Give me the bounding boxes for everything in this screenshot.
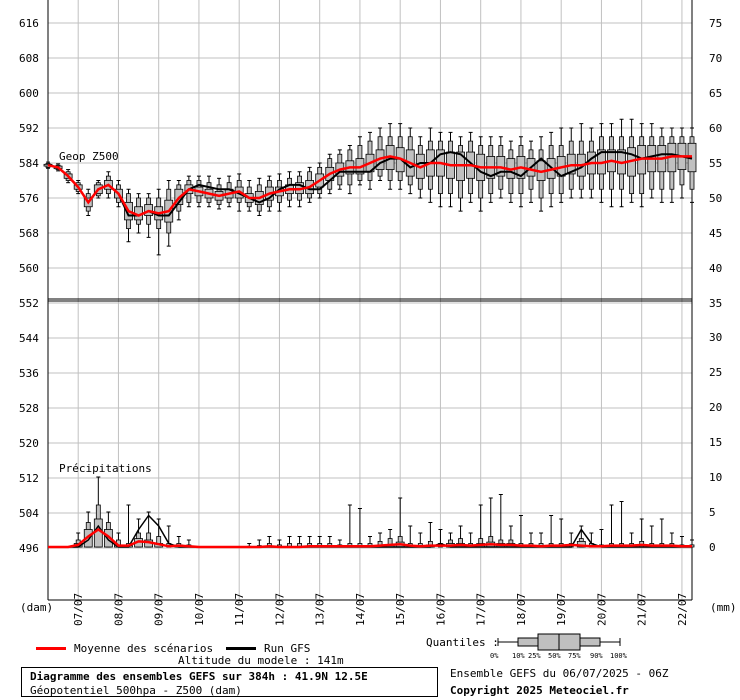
precip-mean-line (48, 527, 692, 549)
axes (47, 0, 693, 601)
right-tick-label: 75 (709, 17, 722, 30)
chart-subtitle: Géopotentiel 500hpa - Z500 (dam) (30, 684, 242, 697)
precip-label: Précipitations (59, 462, 152, 475)
right-tick-label: 60 (709, 122, 722, 135)
left-tick-label: 512 (19, 472, 39, 485)
series-lines (47, 151, 693, 549)
precip-box-75 (93, 518, 103, 548)
quantiles-label: Quantiles : (426, 636, 499, 649)
geop-label: Geop Z500 (59, 150, 119, 163)
left-tick-label: 608 (19, 52, 39, 65)
left-tick-label: 616 (19, 17, 39, 30)
left-tick-label: 592 (19, 122, 39, 135)
left-tick-label: 584 (19, 157, 39, 170)
geop-mean-line (47, 155, 692, 217)
left-tick-label: 528 (19, 402, 39, 415)
left-tick-label: 520 (19, 437, 39, 450)
x-tick-label: 14/07 (354, 593, 367, 626)
precip-box-75 (103, 529, 113, 548)
x-tick-label: 20/07 (595, 593, 608, 626)
x-tick-label: 13/07 (314, 593, 327, 626)
right-tick-label: 20 (709, 401, 722, 414)
left-tick-label: 552 (19, 297, 39, 310)
left-tick-label: 504 (19, 507, 39, 520)
x-tick-label: 19/07 (555, 593, 568, 626)
quantile-tick-label: 100% (610, 652, 627, 660)
x-tick-label: 21/07 (636, 593, 649, 626)
legend-gfs-swatch (226, 647, 256, 650)
x-tick-label: 22/07 (676, 593, 689, 626)
x-tick-label: 15/07 (394, 593, 407, 626)
right-tick-label: 10 (709, 471, 722, 484)
xlabel-right: (mm) (710, 601, 737, 614)
right-tick-label: 40 (709, 262, 722, 275)
left-tick-label: 600 (19, 87, 39, 100)
right-tick-label: 30 (709, 331, 722, 344)
quantile-tick-label: 90% (590, 652, 603, 660)
x-tick-label: 09/07 (153, 593, 166, 626)
right-tick-label: 25 (709, 366, 722, 379)
quantile-tick-label: 0% (490, 652, 499, 660)
right-tick-label: 35 (709, 297, 722, 310)
left-tick-label: 560 (19, 262, 39, 275)
quantile-tick-label: 50% (548, 652, 561, 660)
left-tick-label: 576 (19, 192, 39, 205)
legend-gfs-label: Run GFS (264, 642, 311, 655)
x-tick-label: 08/07 (112, 593, 125, 626)
x-tick-label: 07/07 (72, 593, 85, 626)
title-box: Diagramme des ensembles GEFS sur 384h : … (21, 667, 438, 697)
xlabel-left: (dam) (20, 601, 53, 614)
chart-title: Diagramme des ensembles GEFS sur 384h : … (30, 670, 368, 683)
x-tick-label: 12/07 (273, 593, 286, 626)
right-tick-label: 45 (709, 227, 722, 240)
legend-mean-swatch (36, 647, 66, 650)
geop-boxes (43, 118, 697, 256)
left-tick-label: 568 (19, 227, 39, 240)
left-tick-label: 536 (19, 367, 39, 380)
quantile-tick-label: 10% (512, 652, 525, 660)
right-tick-label: 70 (709, 52, 722, 65)
x-tick-label: 18/07 (515, 593, 528, 626)
x-tick-label: 17/07 (475, 593, 488, 626)
quantiles-legend-icon (497, 633, 621, 651)
tick-labels: 6166086005925845765685605525445365285205… (19, 17, 722, 626)
x-tick-label: 11/07 (233, 593, 246, 626)
right-tick-label: 15 (709, 436, 722, 449)
right-tick-label: 55 (709, 157, 722, 170)
grid (48, 0, 692, 600)
right-tick-label: 50 (709, 192, 722, 205)
right-tick-label: 0 (709, 541, 716, 554)
quantile-tick-label: 25% (528, 652, 541, 660)
quantile-tick-label: 75% (568, 652, 581, 660)
left-tick-label: 496 (19, 542, 39, 555)
x-tick-label: 16/07 (434, 593, 447, 626)
right-tick-label: 65 (709, 87, 722, 100)
ensemble-text: Ensemble GEFS du 06/07/2025 - 06Z (450, 667, 669, 680)
right-tick-label: 5 (709, 506, 716, 519)
footer: Moyenne des scénarios Run GFS Altitude d… (0, 630, 740, 700)
copyright-text: Copyright 2025 Meteociel.fr (450, 684, 629, 697)
altitude-text: Altitude du modele : 141m (178, 654, 344, 667)
left-tick-label: 544 (19, 332, 39, 345)
x-tick-label: 10/07 (193, 593, 206, 626)
legend-mean-label: Moyenne des scénarios (74, 642, 214, 655)
ensemble-chart: 6166086005925845765685605525445365285205… (19, 0, 737, 626)
